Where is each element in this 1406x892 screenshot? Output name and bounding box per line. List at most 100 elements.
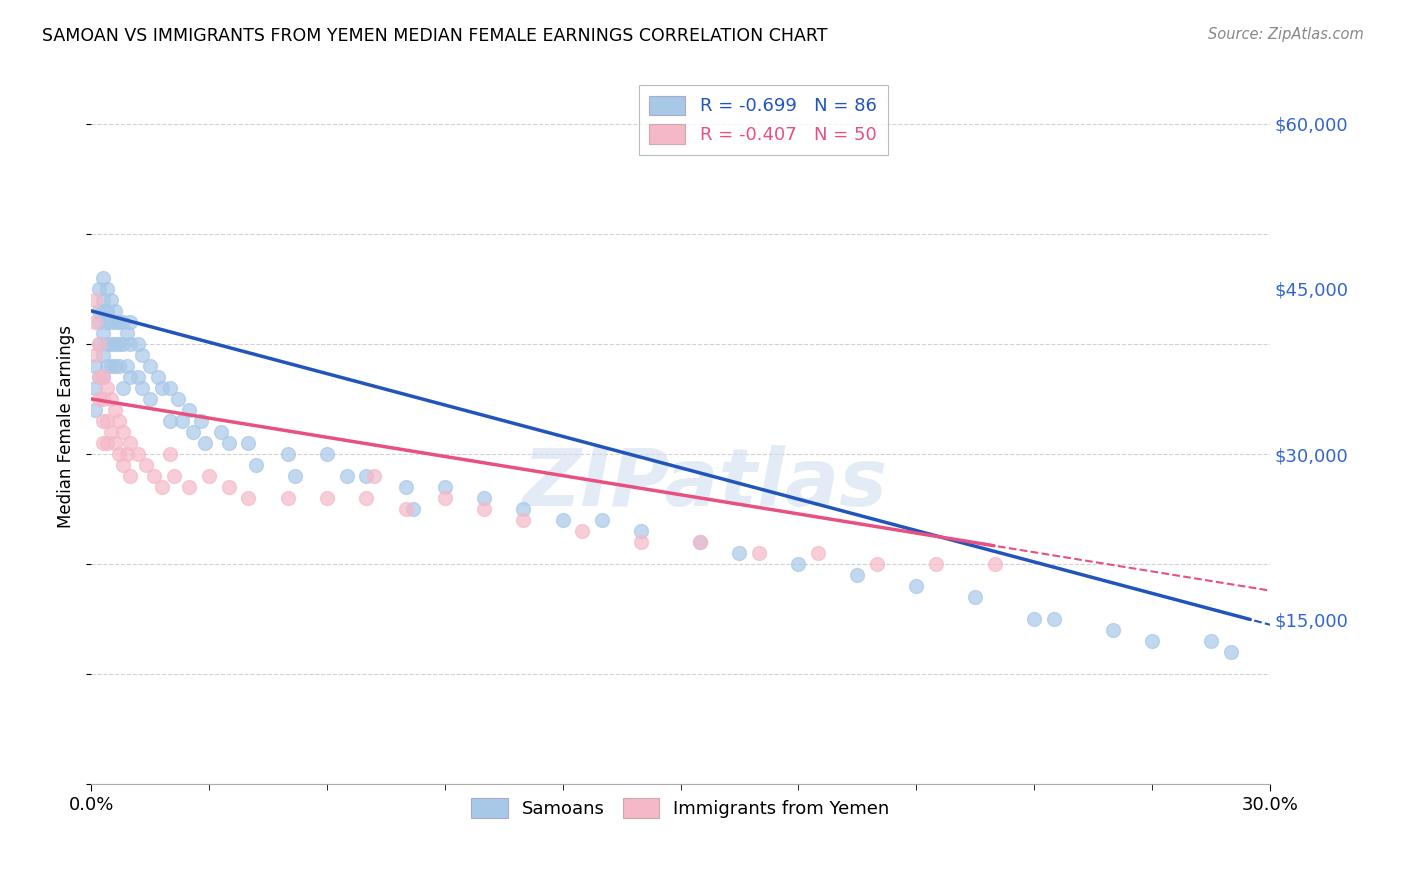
- Point: [571, 524, 593, 538]
- Point: [170, 414, 193, 428]
- Point: [512, 513, 534, 527]
- Point: [107, 414, 129, 428]
- Point: [166, 392, 188, 406]
- Text: Source: ZipAtlas.com: Source: ZipAtlas.com: [1208, 27, 1364, 42]
- Point: [277, 447, 299, 461]
- Point: [402, 502, 425, 516]
- Point: [111, 458, 134, 472]
- Point: [115, 326, 138, 340]
- Point: [87, 315, 110, 329]
- Point: [91, 414, 114, 428]
- Point: [87, 370, 110, 384]
- Legend: Samoans, Immigrants from Yemen: Samoans, Immigrants from Yemen: [464, 791, 897, 825]
- Point: [218, 436, 240, 450]
- Point: [159, 414, 181, 428]
- Point: [689, 535, 711, 549]
- Point: [1101, 624, 1123, 638]
- Point: [363, 469, 385, 483]
- Point: [131, 348, 153, 362]
- Point: [120, 436, 142, 450]
- Point: [111, 381, 134, 395]
- Point: [965, 590, 987, 604]
- Point: [245, 458, 267, 472]
- Point: [1024, 612, 1046, 626]
- Point: [238, 436, 260, 450]
- Point: [120, 370, 142, 384]
- Point: [163, 469, 186, 483]
- Point: [104, 436, 127, 450]
- Point: [1140, 634, 1163, 648]
- Point: [194, 436, 217, 450]
- Point: [111, 337, 134, 351]
- Point: [131, 381, 153, 395]
- Point: [591, 513, 613, 527]
- Point: [551, 513, 574, 527]
- Point: [335, 469, 357, 483]
- Point: [689, 535, 711, 549]
- Point: [96, 414, 118, 428]
- Point: [87, 392, 110, 406]
- Point: [104, 315, 127, 329]
- Text: ZIPatlas: ZIPatlas: [522, 445, 887, 523]
- Point: [146, 370, 169, 384]
- Point: [905, 579, 928, 593]
- Point: [433, 491, 456, 505]
- Point: [84, 348, 107, 362]
- Point: [179, 480, 201, 494]
- Point: [91, 370, 114, 384]
- Point: [807, 546, 830, 560]
- Point: [91, 436, 114, 450]
- Point: [107, 337, 129, 351]
- Point: [143, 469, 166, 483]
- Point: [354, 491, 377, 505]
- Point: [984, 557, 1007, 571]
- Point: [127, 370, 149, 384]
- Point: [84, 381, 107, 395]
- Point: [925, 557, 948, 571]
- Point: [1199, 634, 1222, 648]
- Point: [139, 359, 162, 373]
- Point: [91, 293, 114, 307]
- Point: [150, 480, 173, 494]
- Point: [159, 381, 181, 395]
- Point: [96, 436, 118, 450]
- Text: SAMOAN VS IMMIGRANTS FROM YEMEN MEDIAN FEMALE EARNINGS CORRELATION CHART: SAMOAN VS IMMIGRANTS FROM YEMEN MEDIAN F…: [42, 27, 828, 45]
- Point: [238, 491, 260, 505]
- Point: [100, 293, 122, 307]
- Point: [91, 303, 114, 318]
- Point: [84, 293, 107, 307]
- Point: [394, 480, 416, 494]
- Point: [198, 469, 221, 483]
- Point: [472, 502, 495, 516]
- Point: [316, 447, 339, 461]
- Point: [787, 557, 810, 571]
- Point: [209, 425, 232, 439]
- Point: [354, 469, 377, 483]
- Point: [84, 315, 107, 329]
- Point: [87, 282, 110, 296]
- Point: [181, 425, 204, 439]
- Point: [150, 381, 173, 395]
- Point: [630, 535, 652, 549]
- Point: [179, 403, 201, 417]
- Point: [115, 447, 138, 461]
- Point: [104, 403, 127, 417]
- Point: [96, 359, 118, 373]
- Point: [87, 303, 110, 318]
- Point: [115, 359, 138, 373]
- Point: [120, 469, 142, 483]
- Point: [120, 337, 142, 351]
- Point: [120, 315, 142, 329]
- Point: [87, 337, 110, 351]
- Point: [96, 282, 118, 296]
- Point: [139, 392, 162, 406]
- Point: [190, 414, 212, 428]
- Point: [107, 359, 129, 373]
- Point: [866, 557, 889, 571]
- Point: [96, 315, 118, 329]
- Point: [728, 546, 751, 560]
- Point: [100, 392, 122, 406]
- Point: [100, 337, 122, 351]
- Point: [91, 370, 114, 384]
- Point: [91, 348, 114, 362]
